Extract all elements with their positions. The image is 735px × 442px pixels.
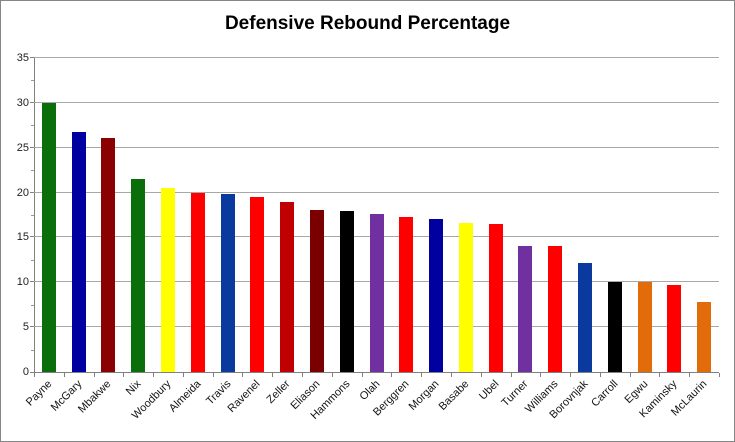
bar	[429, 219, 443, 372]
bar	[459, 223, 473, 372]
x-axis-tick	[630, 373, 631, 377]
x-axis-tick	[689, 373, 690, 377]
bar	[667, 285, 681, 372]
y-axis-minor-tick	[31, 304, 34, 306]
gridline	[34, 146, 719, 148]
y-axis-minor-tick	[31, 215, 34, 216]
gridline	[34, 57, 719, 58]
bar	[340, 211, 354, 372]
bar	[191, 193, 205, 372]
x-axis-tick	[153, 373, 154, 377]
y-axis-minor-tick	[31, 170, 34, 172]
x-axis-tick	[302, 373, 303, 377]
y-axis-label: 25	[16, 141, 29, 154]
x-axis-tick	[332, 373, 333, 377]
bar	[370, 214, 384, 372]
y-axis-tick	[30, 146, 34, 148]
x-axis-tick	[213, 373, 214, 377]
y-axis-tick	[30, 101, 34, 103]
x-axis-tick	[659, 373, 660, 377]
bar	[42, 103, 56, 372]
y-axis-label: 0	[22, 366, 29, 378]
bar	[101, 138, 115, 372]
bar	[697, 302, 711, 372]
y-axis-label: 30	[16, 96, 29, 109]
bar	[250, 197, 264, 372]
x-axis-tick	[183, 373, 184, 377]
bar	[221, 194, 235, 372]
y-axis-label: 10	[16, 276, 29, 289]
y-axis-minor-tick	[31, 80, 34, 82]
bar	[131, 179, 145, 372]
x-axis-tick	[421, 373, 422, 377]
bar	[578, 263, 592, 372]
y-axis-minor-tick	[31, 349, 34, 351]
y-axis-tick	[30, 326, 34, 328]
y-axis-minor-tick	[31, 259, 34, 261]
y-axis-tick	[30, 281, 34, 283]
x-axis-tick	[540, 373, 541, 377]
y-axis-tick	[30, 191, 34, 193]
chart-title: Defensive Rebound Percentage	[224, 13, 511, 34]
x-axis	[34, 372, 719, 373]
gridline	[34, 191, 719, 193]
bar	[608, 282, 622, 372]
x-axis-tick	[64, 373, 65, 377]
x-axis-tick	[34, 373, 35, 377]
y-axis-label: 35	[16, 52, 29, 64]
bar	[548, 246, 562, 372]
x-axis-tick	[123, 373, 124, 377]
y-axis-tick	[30, 57, 34, 58]
bar	[161, 188, 175, 372]
x-axis-tick	[600, 373, 601, 377]
x-axis-tick	[451, 373, 452, 377]
gridline	[34, 101, 719, 103]
y-axis-label: 5	[22, 321, 29, 334]
x-axis-tick	[719, 373, 720, 377]
x-axis-tick	[242, 373, 243, 377]
y-axis	[34, 58, 35, 373]
x-axis-tick	[570, 373, 571, 377]
x-axis-tick	[272, 373, 273, 377]
x-axis-tick	[362, 373, 363, 377]
x-axis-tick	[391, 373, 392, 377]
y-axis-label: 20	[16, 186, 29, 199]
x-axis-tick	[481, 373, 482, 377]
y-axis-tick	[30, 236, 34, 238]
y-axis-tick	[30, 372, 34, 373]
x-axis-tick	[511, 373, 512, 377]
bar	[72, 132, 86, 372]
bar	[310, 210, 324, 372]
bar	[399, 217, 413, 372]
x-axis-tick	[94, 373, 95, 377]
bar	[638, 282, 652, 372]
y-axis-minor-tick	[31, 125, 34, 127]
bar	[489, 224, 503, 372]
bar	[280, 202, 294, 372]
y-axis-label: 15	[16, 231, 29, 244]
bar	[518, 246, 532, 372]
